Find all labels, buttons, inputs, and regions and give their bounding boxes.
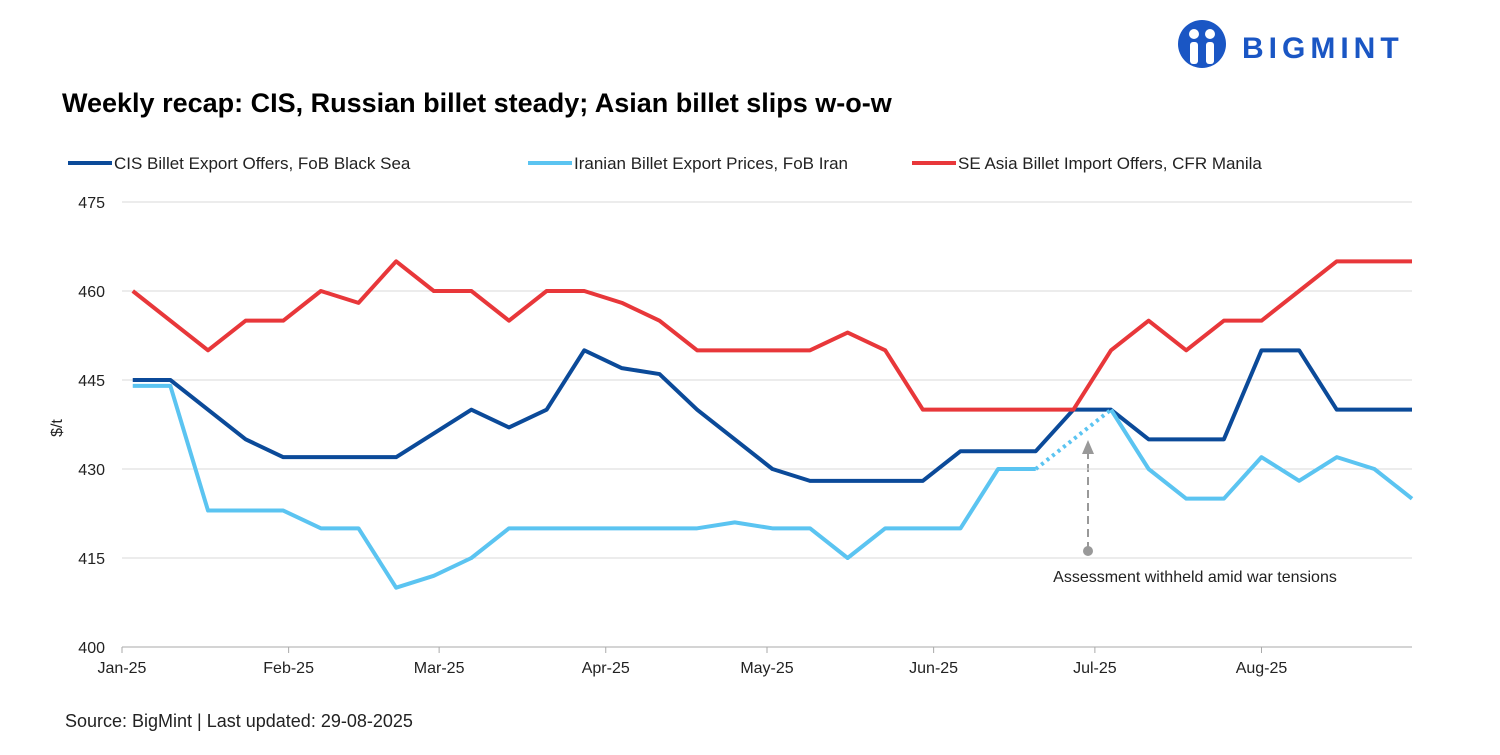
- x-tick-label: Feb-25: [263, 660, 314, 677]
- legend-label: SE Asia Billet Import Offers, CFR Manila: [958, 154, 1262, 173]
- x-tick-label: Jul-25: [1073, 660, 1117, 677]
- annotation-dot: [1083, 546, 1093, 556]
- logo-icon: [1178, 20, 1226, 68]
- logo-icon: [1206, 42, 1214, 64]
- source: Source: BigMint | Last updated: 29-08-20…: [65, 711, 413, 731]
- y-axis-label: $/t: [49, 419, 66, 437]
- x-tick-label: May-25: [740, 660, 793, 677]
- annotation-arrowhead: [1082, 440, 1094, 454]
- y-tick-label: 400: [78, 640, 105, 657]
- y-tick-label: 415: [78, 551, 105, 568]
- series-line: [131, 259, 1412, 412]
- annotation: Assessment withheld amid war tensions: [1053, 569, 1337, 586]
- x-tick-label: Jun-25: [909, 660, 958, 677]
- logo: BIGMINT: [1178, 20, 1404, 68]
- logo-text: BIGMINT: [1242, 32, 1404, 65]
- x-tick-label: Aug-25: [1236, 660, 1288, 677]
- x-tick-label: Mar-25: [414, 660, 465, 677]
- y-tick-label: 445: [78, 373, 105, 390]
- y-tick-label: 460: [78, 284, 105, 301]
- logo-icon: [1205, 29, 1215, 39]
- x-tick-label: Apr-25: [582, 660, 630, 677]
- logo-icon: [1190, 42, 1198, 64]
- x-tick-label: Jan-25: [98, 660, 147, 677]
- chart-title: Weekly recap: CIS, Russian billet steady…: [62, 88, 893, 118]
- legend-label: CIS Billet Export Offers, FoB Black Sea: [114, 154, 411, 173]
- y-tick-label: 430: [78, 462, 105, 479]
- series-line: [132, 383, 1414, 590]
- gap-connector: [1034, 408, 1113, 471]
- logo-icon: [1189, 29, 1199, 39]
- y-tick-label: 475: [78, 195, 105, 212]
- legend-label: Iranian Billet Export Prices, FoB Iran: [574, 154, 848, 173]
- series-line: [132, 348, 1412, 483]
